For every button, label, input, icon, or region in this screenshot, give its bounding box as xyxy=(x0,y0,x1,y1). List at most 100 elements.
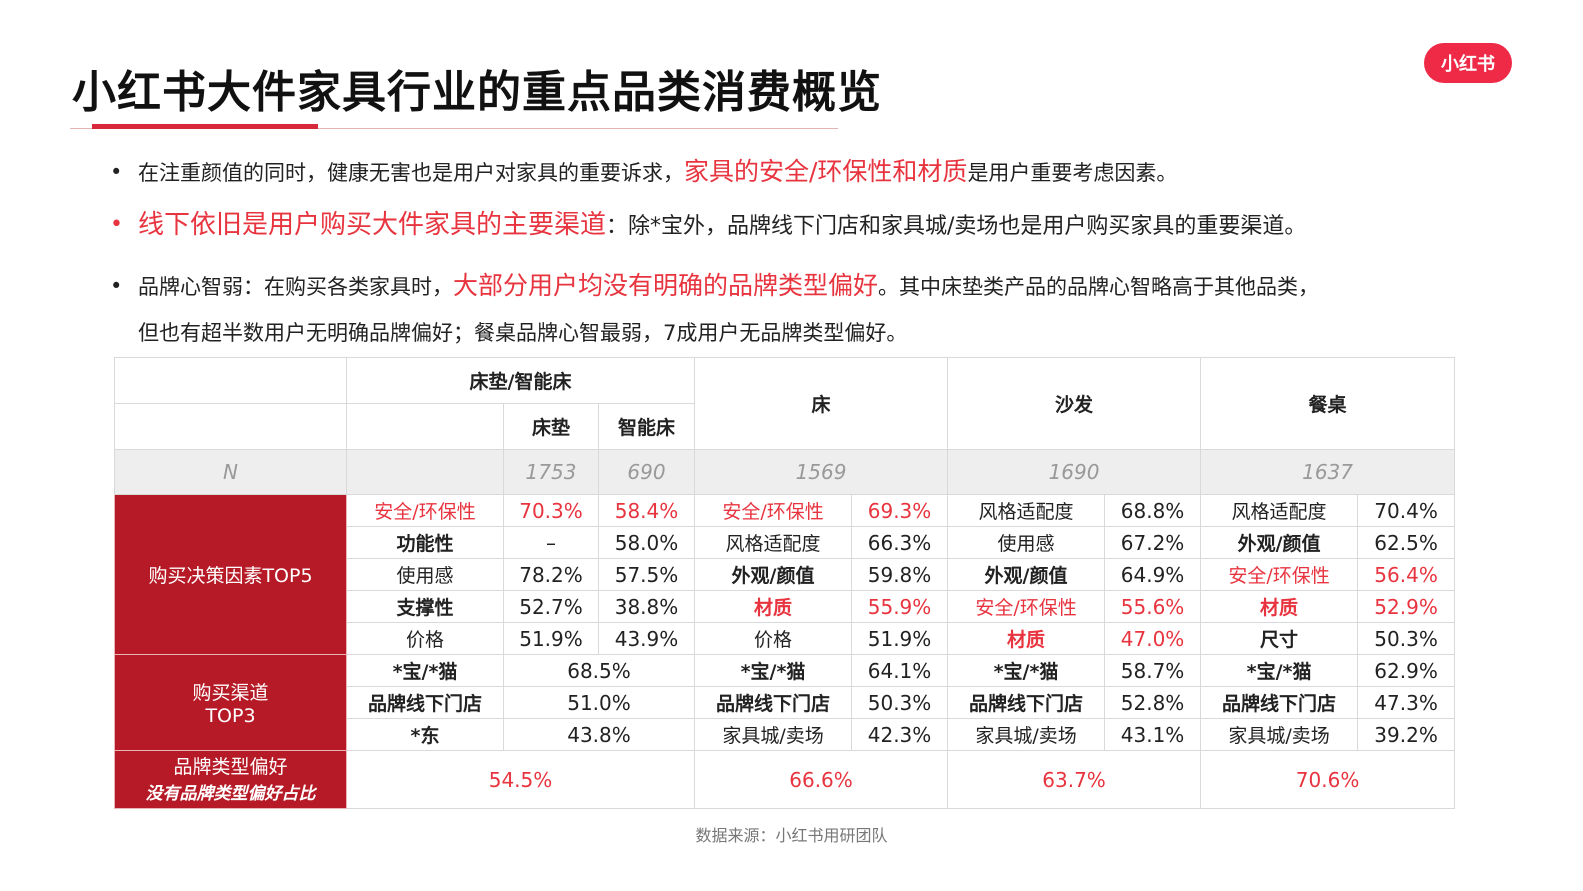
dining-factor: 风格适配度 xyxy=(1200,494,1359,527)
dining-channel: 品牌线下门店 xyxy=(1200,686,1359,719)
smartbed-value: 58.4% xyxy=(597,494,696,527)
bed-value: 59.8% xyxy=(851,558,949,591)
bed-factor: 风格适配度 xyxy=(694,526,853,559)
brand-preference-row: 品牌类型偏好 没有品牌类型偏好占比 54.5% 66.6% 63.7% 70.6… xyxy=(114,750,1456,809)
bed-value: 51.9% xyxy=(851,622,949,655)
bed-value: 55.9% xyxy=(851,590,949,623)
sofa-factor: 安全/环保性 xyxy=(947,590,1106,623)
bullet-text: 品牌心智弱：在购买各类家具时， xyxy=(138,275,453,299)
category-overview-table: 床垫/智能床 床 沙发 餐桌 床垫 智能床 N 1753 690 1569 16… xyxy=(114,357,1456,809)
mattress-value: 70.3% xyxy=(503,494,599,527)
sofa-preference-value: 63.7% xyxy=(947,750,1202,809)
bed-channel: *宝/*猫 xyxy=(694,654,853,687)
bed-channel: 家具城/卖场 xyxy=(694,718,853,751)
channel-row: *东 43.8% 家具城/卖场 42.3% 家具城/卖场 43.1% 家具城/卖… xyxy=(115,718,1456,751)
bullet-highlight: 大部分用户均没有明确的品牌类型偏好 xyxy=(453,271,879,300)
sofa-value: 67.2% xyxy=(1104,526,1202,559)
sofa-value: 68.8% xyxy=(1104,494,1202,527)
decision-row: 价格 51.9% 43.9% 价格 51.9% 材质 47.0% 尺寸 50.3… xyxy=(115,622,1456,655)
decision-row: 购买决策因素TOP5 安全/环保性 70.3% 58.4% 安全/环保性 69.… xyxy=(114,494,1456,655)
bullet-text-line2: 但也有超半数用户无明确品牌偏好；餐桌品牌心智最弱，7成用户无品牌类型偏好。 xyxy=(138,321,908,345)
n-dining: 1637 xyxy=(1200,449,1456,495)
mattress-factor: 安全/环保性 xyxy=(346,494,504,527)
dining-preference-value: 70.6% xyxy=(1200,750,1456,809)
sofa-channel-value: 52.8% xyxy=(1104,686,1202,719)
sofa-factor: 使用感 xyxy=(947,526,1106,559)
sofa-value: 64.9% xyxy=(1104,558,1202,591)
decision-row: 功能性 – 58.0% 风格适配度 66.3% 使用感 67.2% 外观/颜值 … xyxy=(115,526,1456,559)
dining-channel-value: 62.9% xyxy=(1357,654,1456,687)
header-mattress: 床垫 xyxy=(503,403,599,450)
header-dining: 餐桌 xyxy=(1200,357,1456,450)
n-mattress: 1753 xyxy=(503,449,599,495)
header-sofa: 沙发 xyxy=(947,357,1202,450)
bullet-text: ：除*宝外，品牌线下门店和家具城/卖场也是用户购买家具的重要渠道。 xyxy=(606,214,1307,239)
header-smartbed: 智能床 xyxy=(597,403,696,450)
header-empty xyxy=(114,357,347,404)
bullet-item: • 线下依旧是用户购买大件家具的主要渠道：除*宝外，品牌线下门店和家具城/卖场也… xyxy=(108,203,1488,249)
sofa-value: 47.0% xyxy=(1104,622,1202,655)
bullet-highlight: 家具的安全/环保性和材质 xyxy=(684,157,968,186)
mattress-factor: 功能性 xyxy=(346,526,504,559)
decision-row: 使用感 78.2% 57.5% 外观/颜值 59.8% 外观/颜值 64.9% … xyxy=(115,558,1456,591)
page-title: 小红书大件家具行业的重点品类消费概览 xyxy=(72,67,882,118)
channel-label: 购买渠道 TOP3 xyxy=(114,654,347,751)
sofa-channel-value: 43.1% xyxy=(1104,718,1202,751)
dining-value: 56.4% xyxy=(1357,558,1456,591)
header-row-2: 床垫 智能床 xyxy=(114,403,1455,450)
dining-value: 70.4% xyxy=(1357,494,1456,527)
sofa-channel: 家具城/卖场 xyxy=(947,718,1106,751)
header-row-1: 床垫/智能床 床 沙发 餐桌 xyxy=(114,357,1456,450)
bed-preference-value: 66.6% xyxy=(694,750,949,809)
mattress-channel-value: 68.5% xyxy=(502,654,696,687)
bed-factor: 价格 xyxy=(694,622,853,655)
data-source-note: 数据来源：小红书用研团队 xyxy=(695,826,888,845)
channel-row: 品牌线下门店 51.0% 品牌线下门店 50.3% 品牌线下门店 52.8% 品… xyxy=(115,686,1456,719)
dining-factor: 外观/颜值 xyxy=(1200,526,1359,559)
sofa-factor: 材质 xyxy=(947,622,1106,655)
header-mattress-group: 床垫/智能床 xyxy=(345,357,696,404)
bed-channel-value: 42.3% xyxy=(851,718,949,751)
dining-value: 50.3% xyxy=(1357,622,1456,655)
bullet-item: • 在注重颜值的同时，健康无害也是用户对家具的重要诉求，家具的安全/环保性和材质… xyxy=(108,150,1488,195)
brand-preference-label: 品牌类型偏好 没有品牌类型偏好占比 xyxy=(114,750,347,809)
bed-value: 69.3% xyxy=(851,494,949,527)
sofa-factor: 外观/颜值 xyxy=(947,558,1106,591)
channel-row: 购买渠道 TOP3 *宝/*猫 68.5% *宝/*猫 64.1% *宝/*猫 … xyxy=(114,654,1456,751)
n-bed: 1569 xyxy=(694,449,949,495)
bullet-dot: • xyxy=(110,160,123,184)
bullet-text: 。其中床垫类产品的品牌心智略高于其他品类， xyxy=(878,275,1320,299)
mattress-factor: 价格 xyxy=(346,622,504,655)
title-underline xyxy=(70,128,838,129)
mattress-channel-value: 51.0% xyxy=(502,686,696,719)
dining-channel: 家具城/卖场 xyxy=(1200,718,1359,751)
decision-row: 支撑性 52.7% 38.8% 材质 55.9% 安全/环保性 55.6% 材质… xyxy=(115,590,1456,623)
bullet-list: • 在注重颜值的同时，健康无害也是用户对家具的重要诉求，家具的安全/环保性和材质… xyxy=(108,150,1488,356)
mattress-factor: 支撑性 xyxy=(346,590,504,623)
bed-factor: 材质 xyxy=(694,590,853,623)
brand-preference-subtitle: 没有品牌类型偏好占比 xyxy=(145,783,316,804)
mattress-channel: 品牌线下门店 xyxy=(346,686,504,719)
decision-factors-label: 购买决策因素TOP5 xyxy=(114,494,347,655)
bed-factor: 外观/颜值 xyxy=(694,558,853,591)
bullet-text: 是用户重要考虑因素。 xyxy=(967,161,1178,185)
sofa-value: 55.6% xyxy=(1104,590,1202,623)
dining-channel-value: 39.2% xyxy=(1357,718,1456,751)
smartbed-value: 38.8% xyxy=(597,590,696,623)
sample-size-row: N 1753 690 1569 1690 1637 xyxy=(114,449,1456,495)
mattress-preference-value: 54.5% xyxy=(345,750,696,809)
smartbed-value: 58.0% xyxy=(597,526,696,559)
smartbed-value: 43.9% xyxy=(597,622,696,655)
mattress-value: – xyxy=(503,526,599,559)
bullet-dot: • xyxy=(110,274,123,298)
dining-factor: 材质 xyxy=(1200,590,1359,623)
n-smartbed: 690 xyxy=(597,449,696,495)
sofa-channel-value: 58.7% xyxy=(1104,654,1202,687)
dining-factor: 尺寸 xyxy=(1200,622,1359,655)
mattress-value: 78.2% xyxy=(503,558,599,591)
n-label: N xyxy=(114,449,347,495)
mattress-channel: *东 xyxy=(346,718,504,751)
mattress-value: 51.9% xyxy=(503,622,599,655)
header-bed: 床 xyxy=(694,357,949,450)
n-empty xyxy=(346,449,504,495)
